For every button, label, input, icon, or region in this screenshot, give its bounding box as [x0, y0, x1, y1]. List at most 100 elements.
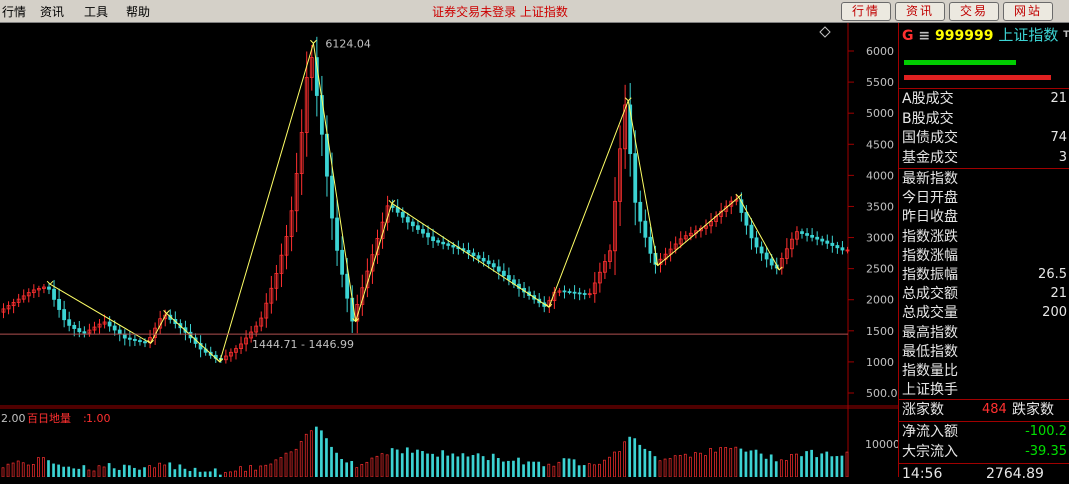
diamond-icon[interactable] [819, 26, 831, 38]
quotes-button[interactable]: 行情 [841, 2, 891, 21]
volume-bar [416, 449, 419, 477]
volume-bar [390, 448, 394, 477]
menu-news[interactable]: 资讯 [40, 5, 65, 19]
index-stat-value: 200 [1042, 305, 1067, 321]
candle-body [143, 341, 147, 344]
y-tick-label: 6000 [866, 45, 894, 58]
index-stat-label: 最低指数 [902, 343, 958, 360]
range-annotation: 1444.71 - 1446.99 [252, 338, 354, 351]
volume-bar [178, 464, 182, 477]
volume-bar [517, 457, 520, 477]
candle-body [92, 326, 97, 331]
candle-body [643, 220, 648, 238]
index-code: 999999 [934, 28, 994, 44]
volume-bar [431, 453, 434, 477]
candle-body [107, 321, 112, 327]
candle-body [62, 309, 67, 321]
volume-bar [57, 464, 60, 477]
candle-body [577, 292, 582, 295]
volume-bar [785, 460, 788, 477]
candle-body [582, 293, 587, 295]
menu-icon[interactable]: ≡ [918, 28, 931, 44]
candle-body [269, 287, 274, 304]
volume-bar [208, 471, 212, 477]
trend-arrow [654, 262, 662, 267]
volume-bar [527, 461, 530, 477]
volume-bar [491, 453, 495, 477]
candle-body [138, 340, 142, 343]
tick-row: 14:56 2764.89 [902, 464, 1044, 484]
candle-body [825, 240, 830, 244]
index-stat-row: 昨日收盘 [902, 207, 1067, 227]
candle-body [122, 333, 127, 339]
index-stat-label: 昨日收盘 [902, 209, 958, 226]
candle-body [800, 231, 804, 234]
candle-body [557, 290, 562, 293]
candle-body [289, 210, 294, 237]
index-stat-row: 指数涨跌 [902, 227, 1067, 247]
volume-bar [441, 450, 445, 477]
volume-bar [658, 460, 662, 477]
volume-bar [314, 426, 318, 477]
volume-bar [21, 462, 25, 477]
volume-bar [688, 456, 692, 477]
volume-bar [668, 458, 672, 477]
volume-bar [203, 471, 207, 477]
candle-body [603, 261, 607, 273]
volume-bar [471, 455, 475, 477]
index-stat-label: 今日开盘 [902, 190, 958, 207]
candle-body [729, 200, 734, 207]
index-stat-label: 最高指数 [902, 324, 958, 341]
trend-line [548, 100, 629, 308]
candle-body [87, 329, 92, 334]
volume-bar [42, 457, 45, 477]
volume-indicator-name: 百日地量 [27, 412, 71, 425]
volume-bar [709, 448, 712, 477]
volume-bar [522, 464, 525, 477]
trend-arrow [46, 280, 54, 285]
candle-body [704, 225, 708, 229]
candle-body [769, 258, 774, 266]
menu-help[interactable]: 帮助 [126, 5, 151, 19]
volume-bar [466, 456, 470, 477]
block-inflow-label: 大宗流入 [902, 444, 958, 460]
volume-bar [274, 459, 278, 477]
volume-bar [117, 469, 121, 477]
y-tick-label: 1500 [866, 325, 894, 338]
candle-body [608, 250, 612, 262]
index-kline-chart[interactable]: 6000 5500 5000 4500 4000 3500 3000 2500 2000 1500… [0, 23, 898, 477]
volume-bar [188, 471, 192, 477]
candle-body [264, 302, 269, 319]
website-button[interactable]: 网站 [1003, 2, 1053, 21]
trend-arrow [545, 303, 553, 308]
candle-body [688, 232, 693, 237]
trade-button[interactable]: 交易 [949, 2, 999, 21]
menu-quotes[interactable]: 行情 [2, 5, 27, 19]
turnover-label: 国债成交 [902, 130, 958, 146]
volume-bar [345, 462, 349, 477]
candle-body [764, 252, 769, 260]
volume-bar [380, 453, 384, 477]
volume-bar [744, 451, 748, 477]
turnover-value: 3 [1058, 149, 1067, 165]
trend-arrow [735, 193, 743, 198]
volume-bar [481, 456, 485, 477]
flow-row-net: 净流入额 -100.2 [902, 422, 1067, 442]
volume-legend-left: 2.00 [1, 412, 26, 425]
trend-line [391, 202, 550, 308]
news-button[interactable]: 资讯 [895, 2, 945, 21]
candle-body [830, 242, 835, 246]
quote-panel: G ≡ 999999 上证指数 T A股成交 21 B股成交 国债成交 74 基金成交 3 … [898, 23, 1069, 482]
candle-body [284, 236, 289, 256]
status-title: 证券交易未登录 上证指数 [432, 5, 568, 19]
volume-bar [72, 468, 76, 477]
index-stat-label: 指数量比 [902, 363, 958, 379]
menu-tools[interactable]: 工具 [84, 5, 109, 19]
index-stat-value: 26.5 [1038, 267, 1067, 282]
corner-mark: T [1063, 30, 1069, 40]
candle-body [31, 289, 36, 294]
peak-annotation: 6124.04 [325, 37, 371, 50]
candle-body [244, 337, 248, 345]
volume-bar [633, 438, 637, 477]
candle-body [304, 77, 309, 133]
